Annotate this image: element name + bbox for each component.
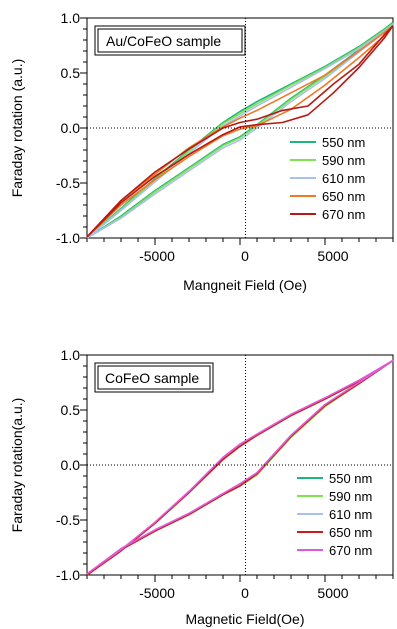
chart-au-cofeo: 1.0 0.5 0.0 -0.5 -1.0 -5000 0 5000 Mangn… [9,10,394,293]
y-axis-title: Faraday rotation (a.u.) [9,59,25,198]
y-tick-label: 0.5 [61,402,81,418]
legend-label: 550 nm [322,135,365,150]
legend-label: 610 nm [322,171,365,186]
x-tick-label: 5000 [317,585,348,601]
legend-label: 670 nm [329,543,372,558]
x-tick-label: 0 [241,585,249,601]
axis-ticks [80,17,394,245]
axis-ticks [80,354,394,582]
series-line-lower [86,359,394,575]
series-line-upper [86,23,394,239]
legend-label: 670 nm [322,207,365,222]
x-tick-label: 5000 [317,248,348,264]
sample-label: Au/CoFeO sample [106,33,221,49]
series-line-upper [86,25,394,238]
series-line-lower [86,359,394,576]
series-lines [86,359,394,576]
sample-label-box: CoFeO sample [94,362,214,393]
y-tick-label: 1.0 [61,347,81,363]
y-tick-label: -1.0 [56,230,80,246]
sample-label: CoFeO sample [105,370,199,386]
legend: 550 nm 590 nm 610 nm 650 nm 670 nm [297,471,372,558]
chart-cofeo: 1.0 0.5 0.0 -0.5 -1.0 -5000 0 5000 Magne… [9,347,394,627]
x-tick-label: -5000 [139,248,175,264]
x-axis-title: Magnetic Field(Oe) [185,611,304,627]
x-tick-label: 0 [241,248,249,264]
x-axis-title: Mangneit Field (Oe) [183,277,307,293]
series-line-lower [86,25,394,238]
legend-label: 650 nm [329,525,372,540]
sample-label-box: Au/CoFeO sample [94,25,246,56]
y-tick-label: 1.0 [61,10,81,26]
y-tick-label: 0.5 [61,65,81,81]
legend-label: 650 nm [322,189,365,204]
series-line-lower [86,25,394,238]
legend-label: 550 nm [329,471,372,486]
legend: 550 nm 590 nm 610 nm 650 nm 670 nm [290,135,365,222]
series-line-upper [86,359,394,576]
y-tick-label: -1.0 [56,567,80,583]
legend-label: 590 nm [329,489,372,504]
series-line-upper [86,25,394,238]
y-axis-title: Faraday rotation(a.u.) [9,398,25,533]
y-tick-label: -0.5 [56,512,80,528]
x-tick-label: -5000 [139,585,175,601]
y-tick-label: -0.5 [56,175,80,191]
series-lines [86,21,394,239]
legend-label: 610 nm [329,507,372,522]
legend-label: 590 nm [322,153,365,168]
series-line-upper [86,359,394,575]
y-tick-label: 0.0 [61,120,81,136]
y-tick-label: 0.0 [61,457,81,473]
